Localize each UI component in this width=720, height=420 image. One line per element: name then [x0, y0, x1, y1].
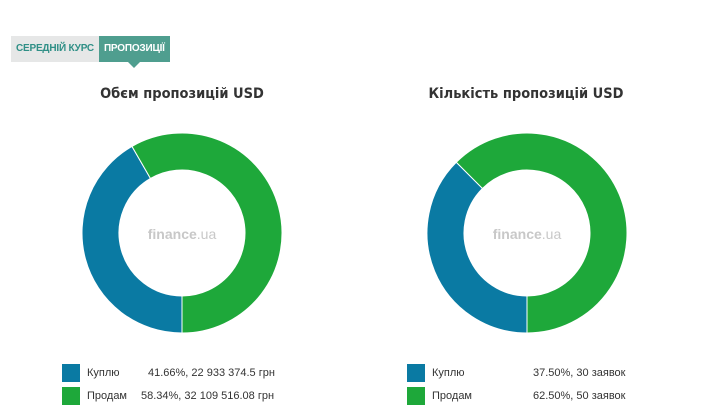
donut-slice-buy [81, 145, 183, 334]
donut-chart-count: finance.ua [426, 132, 628, 334]
legend-value: 62.50%, 50 заявок [533, 390, 626, 402]
watermark-logo: finance.ua [493, 226, 562, 242]
legend-label: Куплю [87, 367, 120, 379]
donut-slice-buy [426, 161, 528, 334]
legend-item-sell: Продам 58.34%, 32 109 516.08 грн [62, 386, 322, 406]
legend-label: Куплю [432, 367, 465, 379]
legend-item-buy: Куплю 41.66%, 22 933 374.5 грн [62, 363, 322, 383]
legend-item-sell: Продам 62.50%, 50 заявок [407, 386, 667, 406]
legend-label: Продам [87, 390, 127, 402]
watermark-logo: finance.ua [148, 226, 217, 242]
legend-value: 41.66%, 22 933 374.5 грн [148, 367, 275, 379]
legend-value: 37.50%, 30 заявок [533, 367, 626, 379]
legend-count: Куплю 37.50%, 30 заявок Продам 62.50%, 5… [407, 363, 667, 409]
legend-swatch-sell [407, 387, 425, 405]
legend-value: 58.34%, 32 109 516.08 грн [141, 390, 275, 402]
tab-bar: СЕРЕДНІЙ КУРС ПРОПОЗИЦІЇ [11, 36, 170, 68]
tab-offers[interactable]: ПРОПОЗИЦІЇ [98, 36, 170, 68]
donut-slices [81, 132, 283, 334]
chart-title-volume: Обєм пропозицій USD [100, 86, 264, 102]
donut-slices [426, 132, 628, 334]
donut-slice-sell [455, 132, 628, 334]
legend-volume: Куплю 41.66%, 22 933 374.5 грн Продам 58… [62, 363, 322, 409]
legend-label: Продам [432, 390, 472, 402]
legend-swatch-buy [407, 364, 425, 382]
donut-slice-sell [131, 132, 283, 334]
legend-swatch-sell [62, 387, 80, 405]
donut-chart-volume: finance.ua [81, 132, 283, 334]
legend-swatch-buy [62, 364, 80, 382]
chart-title-count: Кількість пропозицій USD [428, 86, 624, 102]
tab-average-rate[interactable]: СЕРЕДНІЙ КУРС [11, 36, 99, 62]
legend-item-buy: Куплю 37.50%, 30 заявок [407, 363, 667, 383]
